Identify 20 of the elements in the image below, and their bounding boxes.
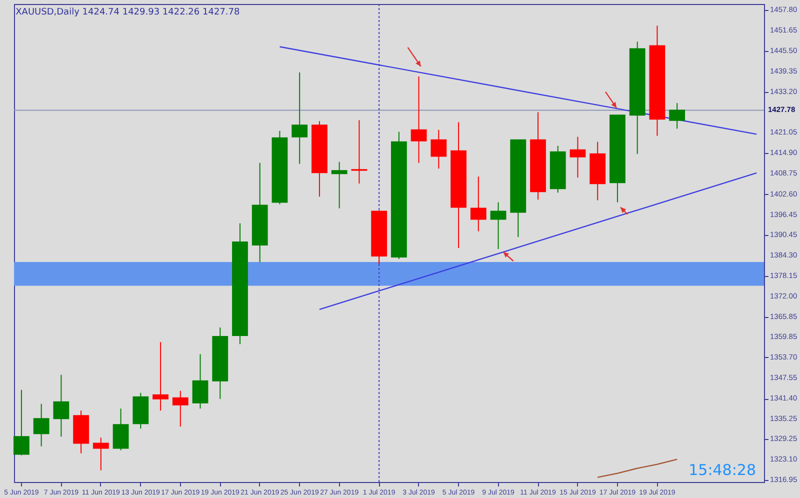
line-series (597, 458, 678, 478)
candlestick (92, 437, 109, 471)
candlestick (410, 76, 427, 164)
candlestick (33, 403, 50, 447)
candlestick (112, 408, 129, 451)
candlestick (490, 202, 506, 250)
candlestick (430, 129, 447, 170)
candlestick (331, 161, 348, 209)
candlestick (172, 390, 188, 428)
chart-title: XAUUSD,Daily 1424.74 1429.93 1422.26 1427.78 (16, 8, 240, 18)
candlestick (192, 354, 208, 410)
candlestick (570, 136, 586, 178)
candlestick (470, 176, 486, 232)
candlestick (351, 120, 368, 184)
candlestick (669, 102, 686, 130)
candlestick (152, 342, 168, 412)
candlestick (292, 72, 308, 164)
candlestick (14, 389, 30, 456)
annotation: 15:48:28 (688, 461, 756, 479)
candlestick (53, 374, 70, 438)
